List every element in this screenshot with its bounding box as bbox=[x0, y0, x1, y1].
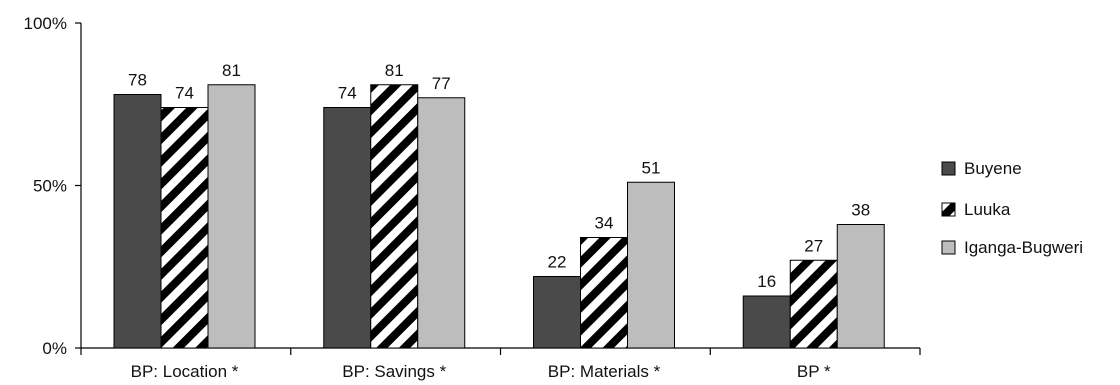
legend-swatch bbox=[941, 161, 956, 176]
y-tick-label: 100% bbox=[24, 14, 67, 33]
data-labels: 78 74 22 16 74 81 34 27 81 77 51 38 bbox=[128, 61, 870, 291]
x-tick-label: BP * bbox=[797, 362, 831, 381]
bar-iganga-bugweri bbox=[417, 97, 466, 349]
bar-iganga-bugweri bbox=[627, 181, 675, 349]
legend-swatch bbox=[941, 240, 956, 255]
legend: Buyene Luuka Iganga-Bugweri bbox=[941, 159, 1083, 257]
legend-label: Iganga-Bugweri bbox=[964, 238, 1083, 257]
x-tick-label: BP: Location * bbox=[131, 362, 239, 381]
x-tick-label: BP: Savings * bbox=[342, 362, 446, 381]
data-label: 78 bbox=[128, 71, 147, 90]
legend-label: Buyene bbox=[964, 159, 1022, 178]
bars bbox=[113, 84, 885, 349]
data-label: 34 bbox=[595, 214, 614, 233]
data-label: 51 bbox=[642, 158, 661, 177]
y-tick-label: 50% bbox=[33, 177, 67, 196]
bar-luuka bbox=[789, 259, 838, 349]
bar-iganga-bugweri bbox=[207, 84, 256, 349]
legend-swatch bbox=[941, 202, 956, 217]
data-label: 77 bbox=[432, 74, 451, 93]
data-label: 38 bbox=[851, 201, 870, 220]
data-label: 27 bbox=[804, 236, 823, 255]
bar-luuka bbox=[580, 237, 628, 349]
bar-buyene bbox=[533, 276, 581, 349]
data-label: 81 bbox=[385, 61, 404, 80]
bar-luuka bbox=[370, 84, 419, 349]
data-label: 16 bbox=[757, 272, 776, 291]
data-label: 74 bbox=[175, 84, 194, 103]
bar-buyene bbox=[323, 107, 372, 349]
bar-iganga-bugweri bbox=[836, 224, 885, 349]
bar-buyene bbox=[742, 295, 791, 349]
x-tick-label: BP: Materials * bbox=[548, 362, 661, 381]
bar-luuka bbox=[160, 107, 209, 349]
data-label: 81 bbox=[222, 61, 241, 80]
legend-label: Luuka bbox=[964, 200, 1011, 219]
bar-buyene bbox=[113, 94, 162, 349]
y-tick-label: 0% bbox=[42, 339, 67, 358]
data-label: 74 bbox=[338, 84, 357, 103]
data-label: 22 bbox=[548, 253, 567, 272]
